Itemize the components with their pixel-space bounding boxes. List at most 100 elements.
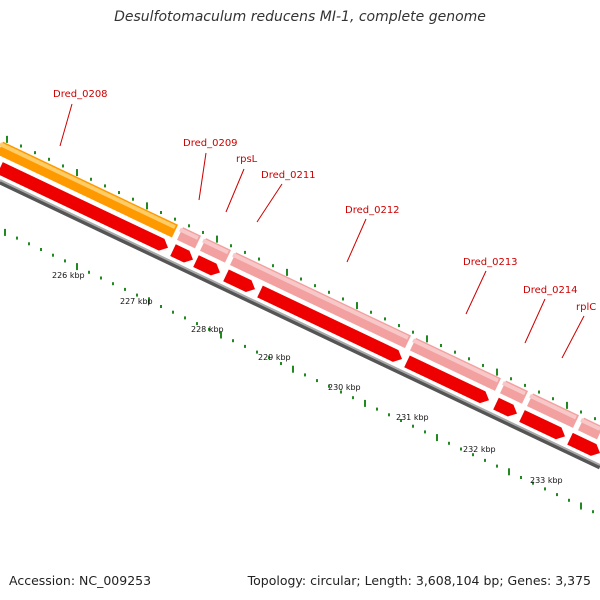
gene-band-light-highlight [232,252,409,340]
minor-tick [532,481,534,485]
minor-tick [568,498,570,502]
minor-tick [202,230,204,234]
minor-tick [272,264,274,268]
minor-tick [496,368,498,376]
topology-text: Topology: circular; Length: 3,608,104 bp… [247,573,591,588]
minor-tick [496,464,498,468]
cds-arrow [0,162,168,251]
minor-ticks-outer [6,135,596,421]
cds-arrow [493,397,517,417]
minor-tick [216,235,218,243]
gene-label: rpsL [236,154,258,165]
minor-tick [286,268,288,276]
gene-band-light-highlight [179,227,199,240]
minor-tick [184,316,186,320]
minor-tick [412,424,414,428]
minor-tick [76,263,78,271]
minor-tick [412,330,414,334]
gene-band-light-highlight [202,238,229,255]
cds-arrow [519,410,565,440]
minor-tick [188,224,190,228]
minor-tick [172,310,174,314]
minor-tick [160,305,162,308]
cds-arrow [404,355,489,404]
gene-leader-line [256,183,283,223]
minor-tick [268,356,270,360]
minor-tick [524,383,526,387]
minor-tick [280,362,282,365]
feature-tracks [0,141,600,470]
minor-tick [34,151,36,155]
minor-tick [398,324,400,328]
minor-tick [356,302,358,310]
minor-tick [208,327,210,331]
gene-leader-line [524,298,546,344]
gene-leader-line [346,218,367,263]
minor-tick [424,430,426,434]
minor-tick [118,191,120,195]
minor-tick [6,135,8,143]
gene-band-light-highlight [580,418,600,431]
minor-tick [292,365,294,373]
minor-tick [484,458,486,462]
minor-tick [580,502,582,510]
minor-tick [472,453,474,457]
backbone-line [0,179,600,470]
minor-tick [370,310,372,314]
cds-arrow [567,432,600,456]
gene-leader-line [561,315,585,359]
minor-tick [468,357,470,361]
label-leader-lines [59,103,585,359]
minor-tick [448,441,450,445]
minor-tick [352,396,354,400]
minor-tick [400,419,402,422]
scale-tick-label: 228 kbp [191,325,224,334]
gene-label: Dred_0211 [261,170,316,181]
minor-tick [384,317,386,321]
gene-leader-line [465,270,487,315]
minor-tick [244,250,246,254]
gene-label: Dred_0212 [345,205,400,216]
minor-tick [124,287,126,291]
scale-tick-label: 226 kbp [52,271,85,280]
gene-label: Dred_0213 [463,257,518,268]
minor-tick [594,417,596,421]
accession-text: Accession: NC_009253 [9,573,152,588]
minor-tick [48,157,50,161]
scale-labels: 226 kbp 227 kbp 228 kbp 229 kbp 230 kbp 231 k… [52,271,563,485]
gene-band-light-highlight [529,393,577,420]
map-title: Desulfotomaculum reducens MI-1, complete… [114,9,486,25]
minor-tick [460,447,462,451]
minor-tick [538,390,540,394]
scale-tick-label: 230 kbp [328,383,361,392]
minor-tick [220,331,222,339]
minor-tick [132,197,134,201]
gene-leader-line [225,168,245,213]
backbone-highlight [0,179,600,466]
minor-tick [580,410,582,414]
minor-tick [342,297,344,301]
gene-label: rplC [576,302,596,313]
cds-arrow [257,285,402,362]
minor-tick [388,413,390,417]
scale-tick-label: 229 kbp [258,353,291,362]
minor-tick [174,217,176,221]
gene-band-light-highlight [412,338,499,383]
minor-tick [376,407,378,411]
minor-tick [328,384,330,388]
minor-tick [544,487,546,491]
gene-leader-line [198,152,207,201]
minor-tick [454,350,456,354]
minor-tick [4,228,6,236]
minor-tick [328,290,330,294]
minor-tick [244,344,246,348]
minor-tick [510,377,512,381]
minor-tick [258,257,260,261]
scale-tick-label: 232 kbp [463,445,496,454]
minor-tick [436,434,438,442]
minor-tick [364,399,366,407]
minor-tick [90,177,92,181]
minor-tick [552,397,554,401]
minor-tick [62,164,64,168]
